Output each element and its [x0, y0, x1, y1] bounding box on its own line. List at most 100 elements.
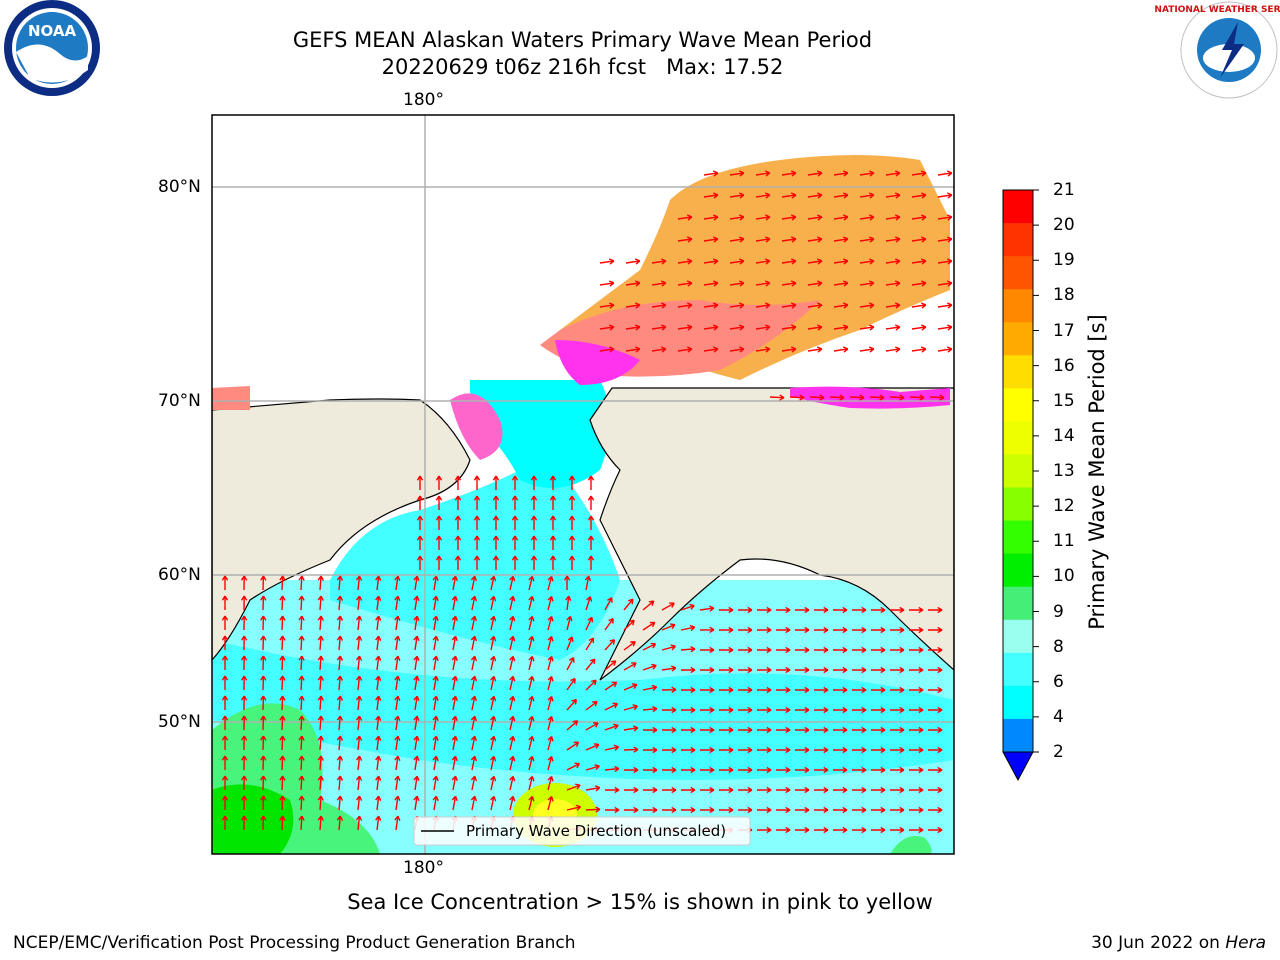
wave-arrow — [807, 236, 823, 243]
wave-arrow — [509, 795, 516, 811]
wave-arrow — [625, 302, 641, 309]
wave-arrow — [755, 170, 771, 177]
wave-arrow — [260, 595, 267, 611]
wave-arrow — [432, 735, 439, 751]
wave-arrow — [911, 236, 927, 243]
wave-arrow — [298, 735, 305, 751]
wave-arrow — [719, 706, 734, 714]
wave-arrow — [911, 280, 927, 287]
wave-arrow — [852, 746, 867, 754]
sea-ice-magenta — [555, 340, 640, 385]
wave-arrow — [738, 686, 753, 694]
wave-arrow — [585, 637, 595, 651]
wave-arrow — [937, 346, 953, 353]
wave-arrow — [755, 302, 771, 309]
wave-arrow — [890, 626, 905, 634]
wave-arrow — [852, 786, 867, 794]
wave-arrow — [814, 706, 829, 714]
wave-arrow — [757, 666, 772, 674]
wave-arrow — [757, 786, 772, 794]
wave-arrow — [317, 655, 324, 671]
wave-arrow — [604, 744, 620, 751]
wave-arrow — [852, 806, 867, 814]
wave-arrow — [624, 806, 639, 814]
wave-arrow — [240, 635, 248, 651]
wave-arrow — [435, 495, 443, 510]
wave-arrow — [317, 635, 324, 651]
wave-arrow — [807, 324, 823, 331]
wave-arrow — [221, 755, 229, 770]
wave-arrow — [221, 795, 229, 810]
wave-arrow — [375, 715, 382, 731]
wave-arrow — [394, 615, 401, 631]
wave-arrow — [928, 766, 943, 774]
wave-arrow — [451, 715, 458, 731]
wave-arrow — [413, 635, 420, 651]
wave-arrow — [509, 775, 516, 791]
wave-arrow — [492, 555, 500, 570]
wave-arrow — [928, 626, 943, 634]
wave-arrow — [859, 302, 875, 309]
colorbar-tick-label: 9 — [1053, 601, 1064, 622]
lat-label-80: 80°N — [158, 177, 201, 197]
wave-arrow — [677, 346, 693, 353]
wave-arrow — [470, 575, 478, 591]
wave-arrow — [528, 775, 535, 791]
wave-arrow — [681, 726, 696, 734]
wave-arrow — [776, 686, 791, 694]
wave-arrow — [871, 686, 886, 694]
wave-arrow — [885, 280, 901, 287]
wave-arrow — [738, 606, 753, 614]
land-alaska — [589, 387, 954, 681]
wave-arrow — [566, 783, 581, 791]
wave-arrow — [625, 280, 641, 287]
wave-arrow — [871, 606, 886, 614]
colorbar-tick-label: 2 — [1053, 742, 1064, 762]
wave-arrow — [755, 214, 771, 221]
colorbar-tick-label: 19 — [1053, 250, 1075, 271]
wave-arrow — [470, 795, 478, 811]
wave-arrow — [928, 826, 943, 834]
wave-arrow — [852, 726, 867, 734]
wave-arrow — [336, 795, 344, 811]
wave-arrow — [807, 280, 823, 287]
wave-arrow — [568, 555, 576, 570]
wave-arrow — [662, 806, 677, 814]
wave-arrow — [928, 726, 943, 734]
colorbar — [1002, 189, 1039, 782]
wave-arrow — [490, 755, 497, 771]
wave-arrow — [336, 815, 344, 831]
wave-arrow — [375, 815, 382, 831]
wave-arrow — [547, 575, 554, 591]
wave-arrow — [703, 324, 719, 331]
wave-arrow — [890, 766, 905, 774]
wave-arrow — [885, 214, 901, 221]
colorbar-segment — [1003, 454, 1033, 489]
wave-arrow — [240, 695, 248, 711]
wave-arrow — [871, 746, 886, 754]
wave-arrow — [435, 515, 443, 530]
footer-host: Hera — [1225, 933, 1266, 953]
wave-arrow — [416, 515, 424, 530]
wave-arrow — [547, 735, 554, 751]
wave-arrow — [703, 170, 719, 177]
wave-arrow — [929, 394, 945, 401]
wave-arrow — [625, 346, 641, 353]
wave-arrow — [451, 575, 458, 591]
wave-arrow — [781, 346, 797, 353]
wave-arrow — [279, 735, 286, 751]
wave-arrow — [757, 686, 772, 694]
wave-arrow — [432, 675, 439, 691]
wave-arrow — [240, 715, 248, 731]
wave-arrow — [490, 595, 497, 611]
wave-arrow — [547, 715, 554, 731]
wave-arrow — [700, 726, 715, 734]
wave-arrow — [729, 214, 745, 221]
wave-arrow — [885, 236, 901, 243]
wave-arrow — [221, 815, 229, 830]
wave-arrow — [833, 746, 848, 754]
colorbar-segment — [1003, 190, 1033, 224]
wave-arrow — [240, 795, 248, 811]
wave-arrow — [890, 746, 905, 754]
wave-arrow — [781, 214, 797, 221]
